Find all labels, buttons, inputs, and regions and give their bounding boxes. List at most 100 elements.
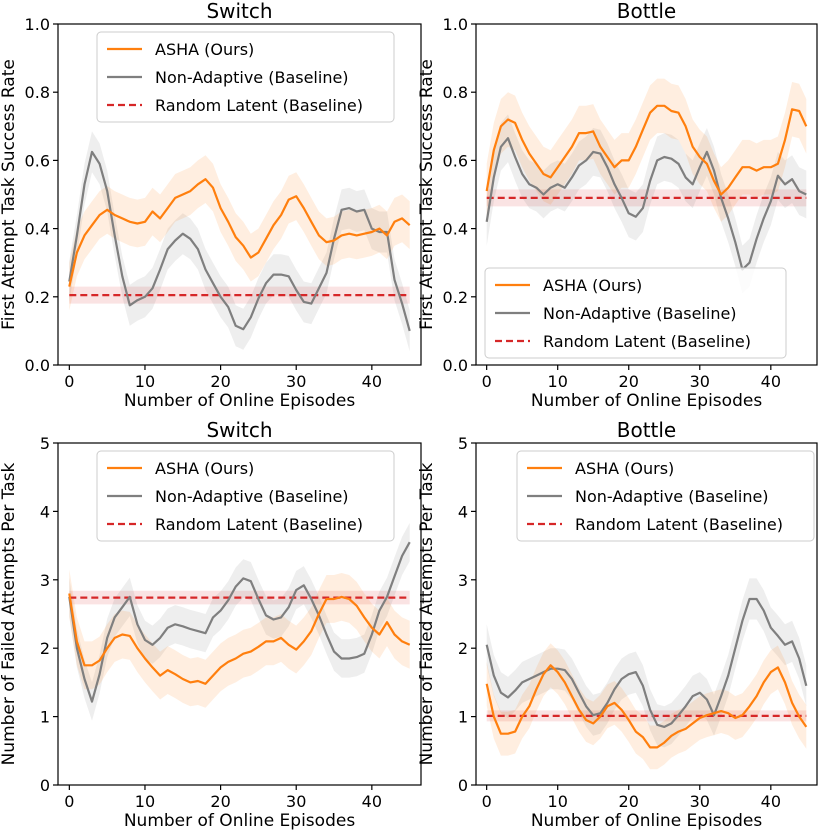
- legend-label-2: Non-Adaptive (Baseline): [575, 487, 769, 506]
- legend-label-1: ASHA (Ours): [155, 459, 254, 478]
- series-band-1: [486, 78, 807, 222]
- axes-frame: [57, 442, 422, 786]
- y-tick-label: 5: [40, 434, 50, 453]
- legend-box: [484, 267, 787, 359]
- x-tick-label: 0: [482, 372, 492, 391]
- y-tick-label: 0.4: [25, 220, 50, 239]
- plot-area: [68, 131, 411, 352]
- chart-panel-1: 0 10 20 30 40 0.0 0.2 0.4 0.6 0.8 1.0 Switch Number …: [0, 0, 422, 411]
- series-band-1: [69, 155, 410, 311]
- y-tick-label: 0.8: [443, 83, 468, 102]
- series-line-1: [485, 664, 808, 749]
- x-tick-label: 0: [64, 792, 74, 811]
- series-line-2: [68, 541, 411, 703]
- series-band-1: [486, 643, 807, 770]
- x-tick-label: 40: [761, 792, 781, 811]
- legend-label-2: Non-Adaptive (Baseline): [155, 68, 349, 87]
- y-tick-label: 1.0: [443, 15, 468, 34]
- legend-label-2: Non-Adaptive (Baseline): [543, 304, 737, 323]
- legend-label-3: Random Latent (Baseline): [155, 96, 363, 115]
- chart-title: Bottle: [617, 0, 677, 23]
- plot-area: [68, 523, 411, 721]
- series-line-1: [68, 593, 411, 685]
- y-tick-label: 0.2: [25, 288, 50, 307]
- x-tick-label: 30: [286, 792, 306, 811]
- y-tick-label: 0.4: [443, 220, 468, 239]
- y-tick-label: 5: [458, 434, 468, 453]
- chart-title: Switch: [206, 0, 272, 23]
- y-tick-label: 1: [40, 708, 50, 727]
- series-line-2: [485, 137, 807, 271]
- chart-title: Bottle: [617, 418, 677, 442]
- y-tick-label: 0.0: [25, 356, 50, 375]
- y-tick-label: 2: [458, 639, 468, 658]
- series-line-2: [68, 150, 411, 332]
- legend-label-1: ASHA (Ours): [155, 40, 254, 59]
- y-tick-label: 1.0: [25, 15, 50, 34]
- x-tick-label: 20: [619, 372, 639, 391]
- series-band-2: [69, 131, 410, 352]
- chart-panel-3: 0 10 20 30 40 0 1 2 3 4 5 Switch Number of Online Ep…: [0, 418, 422, 830]
- legend-label-2: Non-Adaptive (Baseline): [155, 487, 349, 506]
- x-tick-label: 20: [210, 792, 230, 811]
- legend: ASHA (Ours) Non-Adaptive (Baseline) Random…: [96, 31, 395, 123]
- y-tick-label: 0.6: [443, 151, 468, 170]
- x-tick-label: 10: [548, 792, 568, 811]
- x-tick-label: 30: [286, 372, 306, 391]
- y-tick-label: 3: [458, 571, 468, 590]
- y-tick-label: 0.6: [25, 151, 50, 170]
- x-tick-label: 0: [482, 792, 492, 811]
- x-tick-label: 10: [135, 792, 155, 811]
- chart-panel-2: 0 10 20 30 40 0.0 0.2 0.4 0.6 0.8 1.0 Bottle Number …: [417, 0, 818, 411]
- y-tick-label: 4: [40, 502, 50, 521]
- axes-frame: [475, 23, 818, 366]
- x-tick-label: 40: [362, 372, 382, 391]
- y-axis-label: First Attempt Task Success Rate: [417, 59, 437, 330]
- x-tick-label: 20: [619, 792, 639, 811]
- x-tick-label: 20: [210, 372, 230, 391]
- y-tick-label: 0: [458, 776, 468, 795]
- x-axis-label: Number of Online Episodes: [124, 391, 355, 411]
- legend: ASHA (Ours) Non-Adaptive (Baseline) Random…: [516, 450, 815, 542]
- x-tick-label: 40: [362, 792, 382, 811]
- y-tick-label: 1: [458, 708, 468, 727]
- y-tick-label: 0: [40, 776, 50, 795]
- y-tick-label: 0.2: [443, 288, 468, 307]
- legend-box: [96, 31, 395, 123]
- x-tick-label: 30: [690, 792, 710, 811]
- x-axis-label: Number of Online Episodes: [531, 811, 762, 830]
- plot-area: [485, 578, 808, 770]
- legend: ASHA (Ours) Non-Adaptive (Baseline) Random…: [484, 267, 787, 359]
- axes-frame: [57, 23, 422, 366]
- x-axis-label: Number of Online Episodes: [124, 811, 355, 830]
- y-axis-label: First Attempt Task Success Rate: [0, 59, 19, 330]
- series-band-2: [486, 578, 807, 748]
- series-band-2: [486, 114, 807, 294]
- x-tick-label: 30: [690, 372, 710, 391]
- chart-panel-4: 0 10 20 30 40 0 1 2 3 4 5 Bottle Number of Online Ep…: [417, 418, 818, 830]
- legend-label-3: Random Latent (Baseline): [575, 515, 783, 534]
- y-tick-label: 4: [458, 502, 468, 521]
- y-tick-label: 0.0: [443, 356, 468, 375]
- legend-label-3: Random Latent (Baseline): [155, 515, 363, 534]
- legend: ASHA (Ours) Non-Adaptive (Baseline) Random…: [96, 450, 395, 542]
- series-line-1: [485, 104, 808, 196]
- y-tick-label: 3: [40, 571, 50, 590]
- y-tick-label: 2: [40, 639, 50, 658]
- x-tick-label: 10: [135, 372, 155, 391]
- x-tick-label: 10: [548, 372, 568, 391]
- chart-title: Switch: [206, 418, 272, 442]
- legend-label-1: ASHA (Ours): [543, 276, 642, 295]
- legend-box: [516, 450, 815, 542]
- x-tick-label: 0: [64, 372, 74, 391]
- y-axis-label: Number of Failed Attempts Per Task: [0, 462, 19, 765]
- legend-label-1: ASHA (Ours): [575, 459, 674, 478]
- series-line-2: [485, 597, 808, 729]
- series-line-1: [68, 178, 411, 287]
- y-tick-label: 0.8: [25, 83, 50, 102]
- plot-area: [485, 78, 808, 294]
- legend-box: [96, 450, 395, 542]
- legend-label-3: Random Latent (Baseline): [543, 332, 751, 351]
- x-axis-label: Number of Online Episodes: [531, 391, 762, 411]
